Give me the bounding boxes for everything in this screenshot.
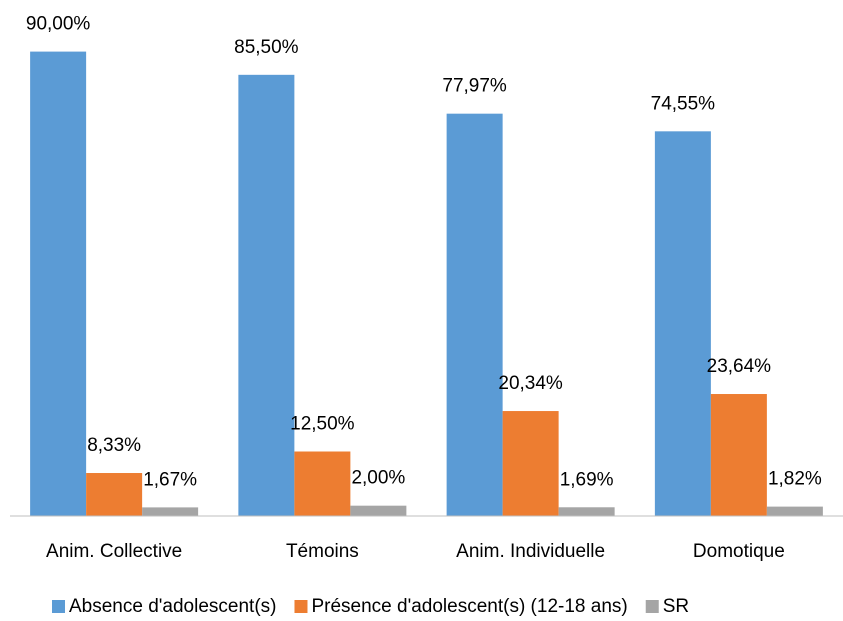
- bar: [350, 505, 407, 516]
- data-label: 12,50%: [290, 414, 355, 435]
- data-label: 2,00%: [351, 468, 405, 489]
- data-label: 77,97%: [442, 76, 507, 97]
- x-tick-label: Anim. Collective: [46, 541, 182, 562]
- data-label: 1,69%: [560, 469, 614, 490]
- bar: [502, 411, 559, 516]
- bar: [446, 113, 503, 516]
- data-label: 23,64%: [707, 356, 772, 377]
- legend-swatch: [645, 600, 659, 613]
- bar: [142, 507, 199, 516]
- x-tick-label: Témoins: [286, 541, 359, 562]
- data-label: 1,82%: [768, 469, 822, 490]
- data-label: 20,34%: [498, 373, 563, 394]
- legend-swatch: [52, 600, 65, 613]
- bar: [558, 507, 615, 516]
- bar: [30, 51, 87, 516]
- data-label: 1,67%: [143, 469, 197, 490]
- bar: [710, 394, 767, 516]
- bar: [294, 451, 351, 516]
- bar: [654, 131, 711, 516]
- x-tick-label: Anim. Individuelle: [456, 541, 605, 562]
- legend-label: SR: [663, 596, 689, 617]
- data-label: 85,50%: [234, 37, 299, 58]
- legend-label: Absence d'adolescent(s): [69, 596, 276, 617]
- data-label: 74,55%: [651, 93, 716, 114]
- data-label: 8,33%: [87, 435, 141, 456]
- bar: [238, 74, 295, 516]
- legend-label: Présence d'adolescent(s) (12-18 ans): [311, 596, 627, 617]
- legend-swatch: [294, 600, 308, 613]
- data-label: 90,00%: [26, 14, 91, 35]
- bar: [766, 506, 823, 516]
- bar: [86, 473, 143, 516]
- x-tick-label: Domotique: [693, 541, 785, 562]
